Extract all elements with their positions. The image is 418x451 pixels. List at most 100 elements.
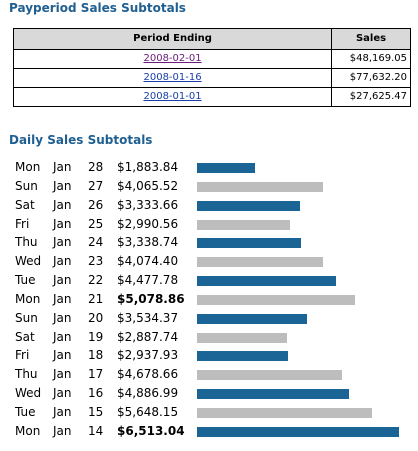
daily-amount: $4,074.40: [117, 254, 179, 269]
day-label: 23: [88, 254, 104, 269]
period-sales-cell: $27,625.47: [331, 87, 411, 107]
month-label: Jan: [53, 404, 72, 419]
daily-sales-bar: [197, 407, 372, 418]
day-label: 26: [88, 197, 104, 212]
weekday-label: Mon: [15, 423, 41, 438]
daily-sales-bar: [197, 219, 290, 230]
daily-amount: $2,887.74: [117, 329, 179, 344]
daily-sales-row: Thu Jan 24 $3,338.74: [0, 233, 418, 252]
daily-sales-row: Tue Jan 15 $5,648.15: [0, 403, 418, 422]
month-label: Jan: [53, 423, 72, 438]
daily-sales-row: Mon Jan 28 $1,883.84: [0, 158, 418, 177]
sales-header: Sales: [331, 28, 411, 50]
daily-sales-bar: [197, 181, 323, 192]
daily-sales-bar: [197, 370, 342, 381]
month-label: Jan: [53, 273, 72, 288]
table-row: 2008-02-01 $48,169.05: [12, 49, 411, 69]
period-date-link[interactable]: 2008-02-01: [143, 53, 202, 64]
weekday-label: Wed: [15, 254, 42, 269]
weekday-label: Sun: [15, 178, 38, 193]
day-label: 27: [88, 178, 104, 193]
weekday-label: Tue: [15, 273, 36, 288]
daily-sales-row: Fri Jan 18 $2,937.93: [0, 346, 418, 365]
month-label: Jan: [53, 386, 72, 401]
weekday-label: Fri: [15, 216, 30, 231]
daily-sales-list: Mon Jan 28 $1,883.84 Sun Jan 27 $4,065.52 Sat Jan…: [0, 158, 418, 441]
period-date-link[interactable]: 2008-01-01: [143, 91, 202, 102]
daily-sales-row: Sun Jan 20 $3,534.37: [0, 309, 418, 328]
day-label: 16: [88, 386, 104, 401]
daily-amount: $4,477.78: [117, 273, 179, 288]
period-date-cell: 2008-01-16: [12, 68, 333, 88]
daily-amount: $1,883.84: [117, 160, 179, 174]
day-label: 28: [88, 160, 104, 174]
day-label: 24: [88, 235, 104, 250]
table-row: 2008-01-01 $27,625.47: [12, 87, 411, 107]
day-label: 18: [88, 348, 104, 363]
daily-sales-row: Fri Jan 25 $2,990.56: [0, 215, 418, 234]
weekday-label: Sat: [15, 197, 35, 212]
period-sales-cell: $77,632.20: [331, 68, 411, 88]
day-label: 25: [88, 216, 104, 231]
daily-amount: $6,513.04: [117, 423, 185, 438]
month-label: Jan: [53, 310, 72, 325]
day-label: 14: [88, 423, 104, 438]
daily-amount: $4,065.52: [117, 178, 179, 193]
day-label: 15: [88, 404, 104, 419]
month-label: Jan: [53, 216, 72, 231]
period-date-cell: 2008-01-01: [12, 87, 333, 107]
daily-sales-row: Thu Jan 17 $4,678.66: [0, 365, 418, 384]
daily-amount: $4,678.66: [117, 367, 179, 382]
daily-amount: $2,937.93: [117, 348, 179, 363]
daily-sales-bar: [197, 257, 323, 268]
daily-sales-bar: [197, 426, 399, 437]
daily-sales-bar: [197, 294, 355, 305]
weekday-label: Fri: [15, 348, 30, 363]
daily-amount: $3,534.37: [117, 310, 179, 325]
daily-amount: $5,078.86: [117, 291, 185, 306]
day-label: 17: [88, 367, 104, 382]
daily-sales-bar: [197, 313, 307, 324]
month-label: Jan: [53, 160, 72, 174]
daily-sales-row: Wed Jan 23 $4,074.40: [0, 252, 418, 271]
daily-sales-row: Sat Jan 19 $2,887.74: [0, 328, 418, 347]
month-label: Jan: [53, 367, 72, 382]
weekday-label: Wed: [15, 386, 42, 401]
month-label: Jan: [53, 329, 72, 344]
daily-amount: $3,333.66: [117, 197, 179, 212]
month-label: Jan: [53, 291, 72, 306]
daily-sales-bar: [197, 200, 300, 211]
daily-sales-bar: [197, 351, 288, 362]
daily-sales-bar: [197, 163, 255, 173]
period-date-cell: 2008-02-01: [12, 49, 333, 69]
period-ending-header: Period Ending: [12, 28, 333, 50]
daily-amount: $4,886.99: [117, 386, 179, 401]
weekday-label: Thu: [15, 235, 38, 250]
daily-sales-bar: [197, 389, 349, 400]
daily-sales-row: Mon Jan 21 $5,078.86: [0, 290, 418, 309]
daily-sales-row: Wed Jan 16 $4,886.99: [0, 384, 418, 403]
day-label: 21: [88, 291, 104, 306]
day-label: 20: [88, 310, 104, 325]
weekday-label: Mon: [15, 291, 41, 306]
daily-sales-row: Sun Jan 27 $4,065.52: [0, 177, 418, 196]
month-label: Jan: [53, 197, 72, 212]
month-label: Jan: [53, 254, 72, 269]
daily-amount: $2,990.56: [117, 216, 179, 231]
table-header-row: Period Ending Sales: [12, 28, 411, 50]
daily-sales-bar: [197, 238, 301, 249]
payperiod-title: Payperiod Sales Subtotals: [9, 1, 186, 15]
daily-sales-title: Daily Sales Subtotals: [9, 133, 153, 147]
daily-amount: $5,648.15: [117, 404, 179, 419]
weekday-label: Tue: [15, 404, 36, 419]
day-label: 19: [88, 329, 104, 344]
daily-sales-bar: [197, 332, 287, 343]
period-sales-cell: $48,169.05: [331, 49, 411, 69]
month-label: Jan: [53, 348, 72, 363]
payperiod-table: Period Ending Sales 2008-02-01 $48,169.0…: [12, 28, 411, 107]
month-label: Jan: [53, 235, 72, 250]
month-label: Jan: [53, 178, 72, 193]
period-date-link[interactable]: 2008-01-16: [143, 72, 202, 83]
daily-sales-row: Mon Jan 14 $6,513.04: [0, 422, 418, 441]
daily-sales-bar: [197, 276, 336, 287]
